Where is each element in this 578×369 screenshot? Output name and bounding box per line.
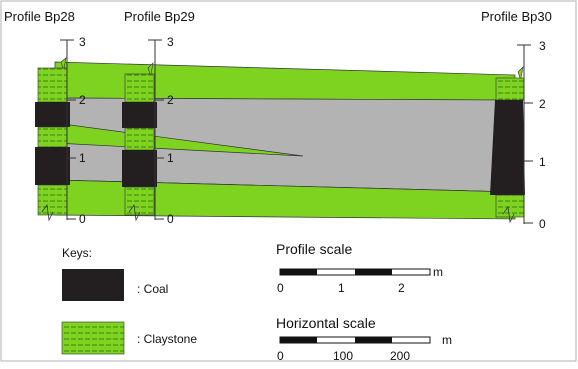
depth-scale-bp28: 3 2 1 0 xyxy=(60,35,86,226)
profile-scale-label-1: 1 xyxy=(338,281,345,295)
coal-bed xyxy=(490,100,525,195)
horizontal-scale-bar: Horizontal scale m 0 100 200 xyxy=(276,315,452,363)
claystone-bed xyxy=(495,194,525,218)
log-break-bottom xyxy=(128,203,141,222)
claystone-bed xyxy=(37,184,68,216)
depth-label-0: 0 xyxy=(539,217,546,231)
log-break-bottom xyxy=(502,205,515,224)
claystone-bed xyxy=(495,77,525,101)
profile-scale-title: Profile scale xyxy=(276,241,352,257)
coal-bed xyxy=(35,102,70,127)
profile-scale-label-2: 2 xyxy=(398,281,405,295)
horizontal-scale-unit: m xyxy=(442,333,452,347)
legend-label-claystone: : Claystone xyxy=(137,332,197,346)
coal-bed xyxy=(122,150,157,187)
depth-label-1: 1 xyxy=(167,151,174,165)
figure-border xyxy=(0,0,577,362)
legend-label-coal: : Coal xyxy=(137,282,168,296)
claystone-bed xyxy=(124,73,155,103)
profile-scale-unit: m xyxy=(433,265,443,279)
depth-label-1: 1 xyxy=(79,151,86,165)
horizontal-scale-label-0: 0 xyxy=(277,349,284,363)
log-break-top xyxy=(60,57,67,69)
horizontal-scale-label-200: 200 xyxy=(390,349,410,363)
profile-scale-label-0: 0 xyxy=(277,281,284,295)
coal-bed xyxy=(35,147,70,185)
depth-label-3: 3 xyxy=(79,35,86,49)
legend-title: Keys: xyxy=(62,246,92,260)
profile-title-bp28: Profile Bp28 xyxy=(4,9,75,24)
depth-label-3: 3 xyxy=(167,35,174,49)
profile-log-bp28 xyxy=(35,57,70,222)
depth-label-2: 2 xyxy=(79,93,86,107)
log-break-top xyxy=(147,62,154,75)
claystone-bed xyxy=(37,126,68,148)
horizontal-scale-label-100: 100 xyxy=(333,349,353,363)
depth-label-3: 3 xyxy=(539,39,546,53)
claystone-bed xyxy=(37,67,68,103)
depth-label-0: 0 xyxy=(79,212,86,226)
legend-swatch-coal xyxy=(62,269,124,301)
profile-log-bp30 xyxy=(490,66,525,224)
horizontal-scale-title: Horizontal scale xyxy=(276,315,376,331)
depth-label-2: 2 xyxy=(167,93,174,107)
profile-title-bp30: Profile Bp30 xyxy=(481,9,552,24)
correlation-panel xyxy=(54,61,516,220)
coal-bed xyxy=(122,102,157,128)
depth-label-0: 0 xyxy=(167,212,174,226)
profile-log-bp29 xyxy=(122,62,157,222)
claystone-bed xyxy=(124,127,155,151)
depth-label-1: 1 xyxy=(539,155,546,169)
legend-swatch-claystone xyxy=(61,321,125,355)
legend: Keys: : Coal : Claystone xyxy=(61,246,197,355)
profile-title-bp29: Profile Bp29 xyxy=(124,9,195,24)
upper-claystone-layer xyxy=(54,61,516,101)
depth-scale-bp30: 3 2 1 0 xyxy=(517,39,546,231)
depth-label-2: 2 xyxy=(539,97,546,111)
profile-scale-bar: Profile scale m 0 1 2 xyxy=(276,241,443,295)
depth-scale-bp29: 3 2 1 0 xyxy=(148,35,174,226)
log-break-top xyxy=(517,66,524,79)
claystone-bed xyxy=(124,186,155,216)
log-break-bottom xyxy=(41,203,54,222)
